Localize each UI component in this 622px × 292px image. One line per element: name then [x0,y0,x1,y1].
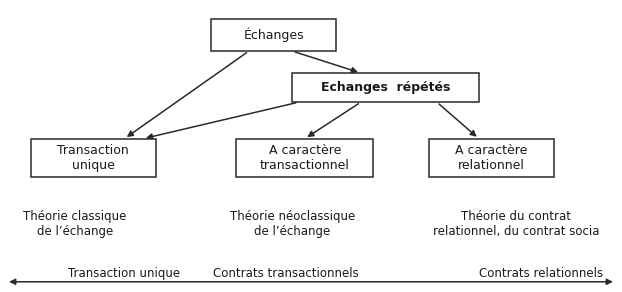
FancyBboxPatch shape [211,19,336,51]
Text: Transaction
unique: Transaction unique [57,144,129,172]
FancyBboxPatch shape [429,139,554,177]
Text: Contrats transactionnels: Contrats transactionnels [213,267,359,279]
FancyBboxPatch shape [292,73,479,102]
Text: Echanges  répétés: Echanges répétés [321,81,450,94]
Text: Contrats relationnels: Contrats relationnels [479,267,603,279]
Text: Théorie classique
de l’échange: Théorie classique de l’échange [23,210,126,238]
Text: Transaction unique: Transaction unique [68,267,180,279]
Text: Échanges: Échanges [243,28,304,42]
FancyBboxPatch shape [236,139,373,177]
Text: A caractère
transactionnel: A caractère transactionnel [260,144,350,172]
Text: A caractère
relationnel: A caractère relationnel [455,144,527,172]
Text: Théorie néoclassique
de l’échange: Théorie néoclassique de l’échange [230,210,355,238]
Text: Théorie du contrat
relationnel, du contrat socia: Théorie du contrat relationnel, du contr… [433,210,600,238]
FancyBboxPatch shape [31,139,156,177]
